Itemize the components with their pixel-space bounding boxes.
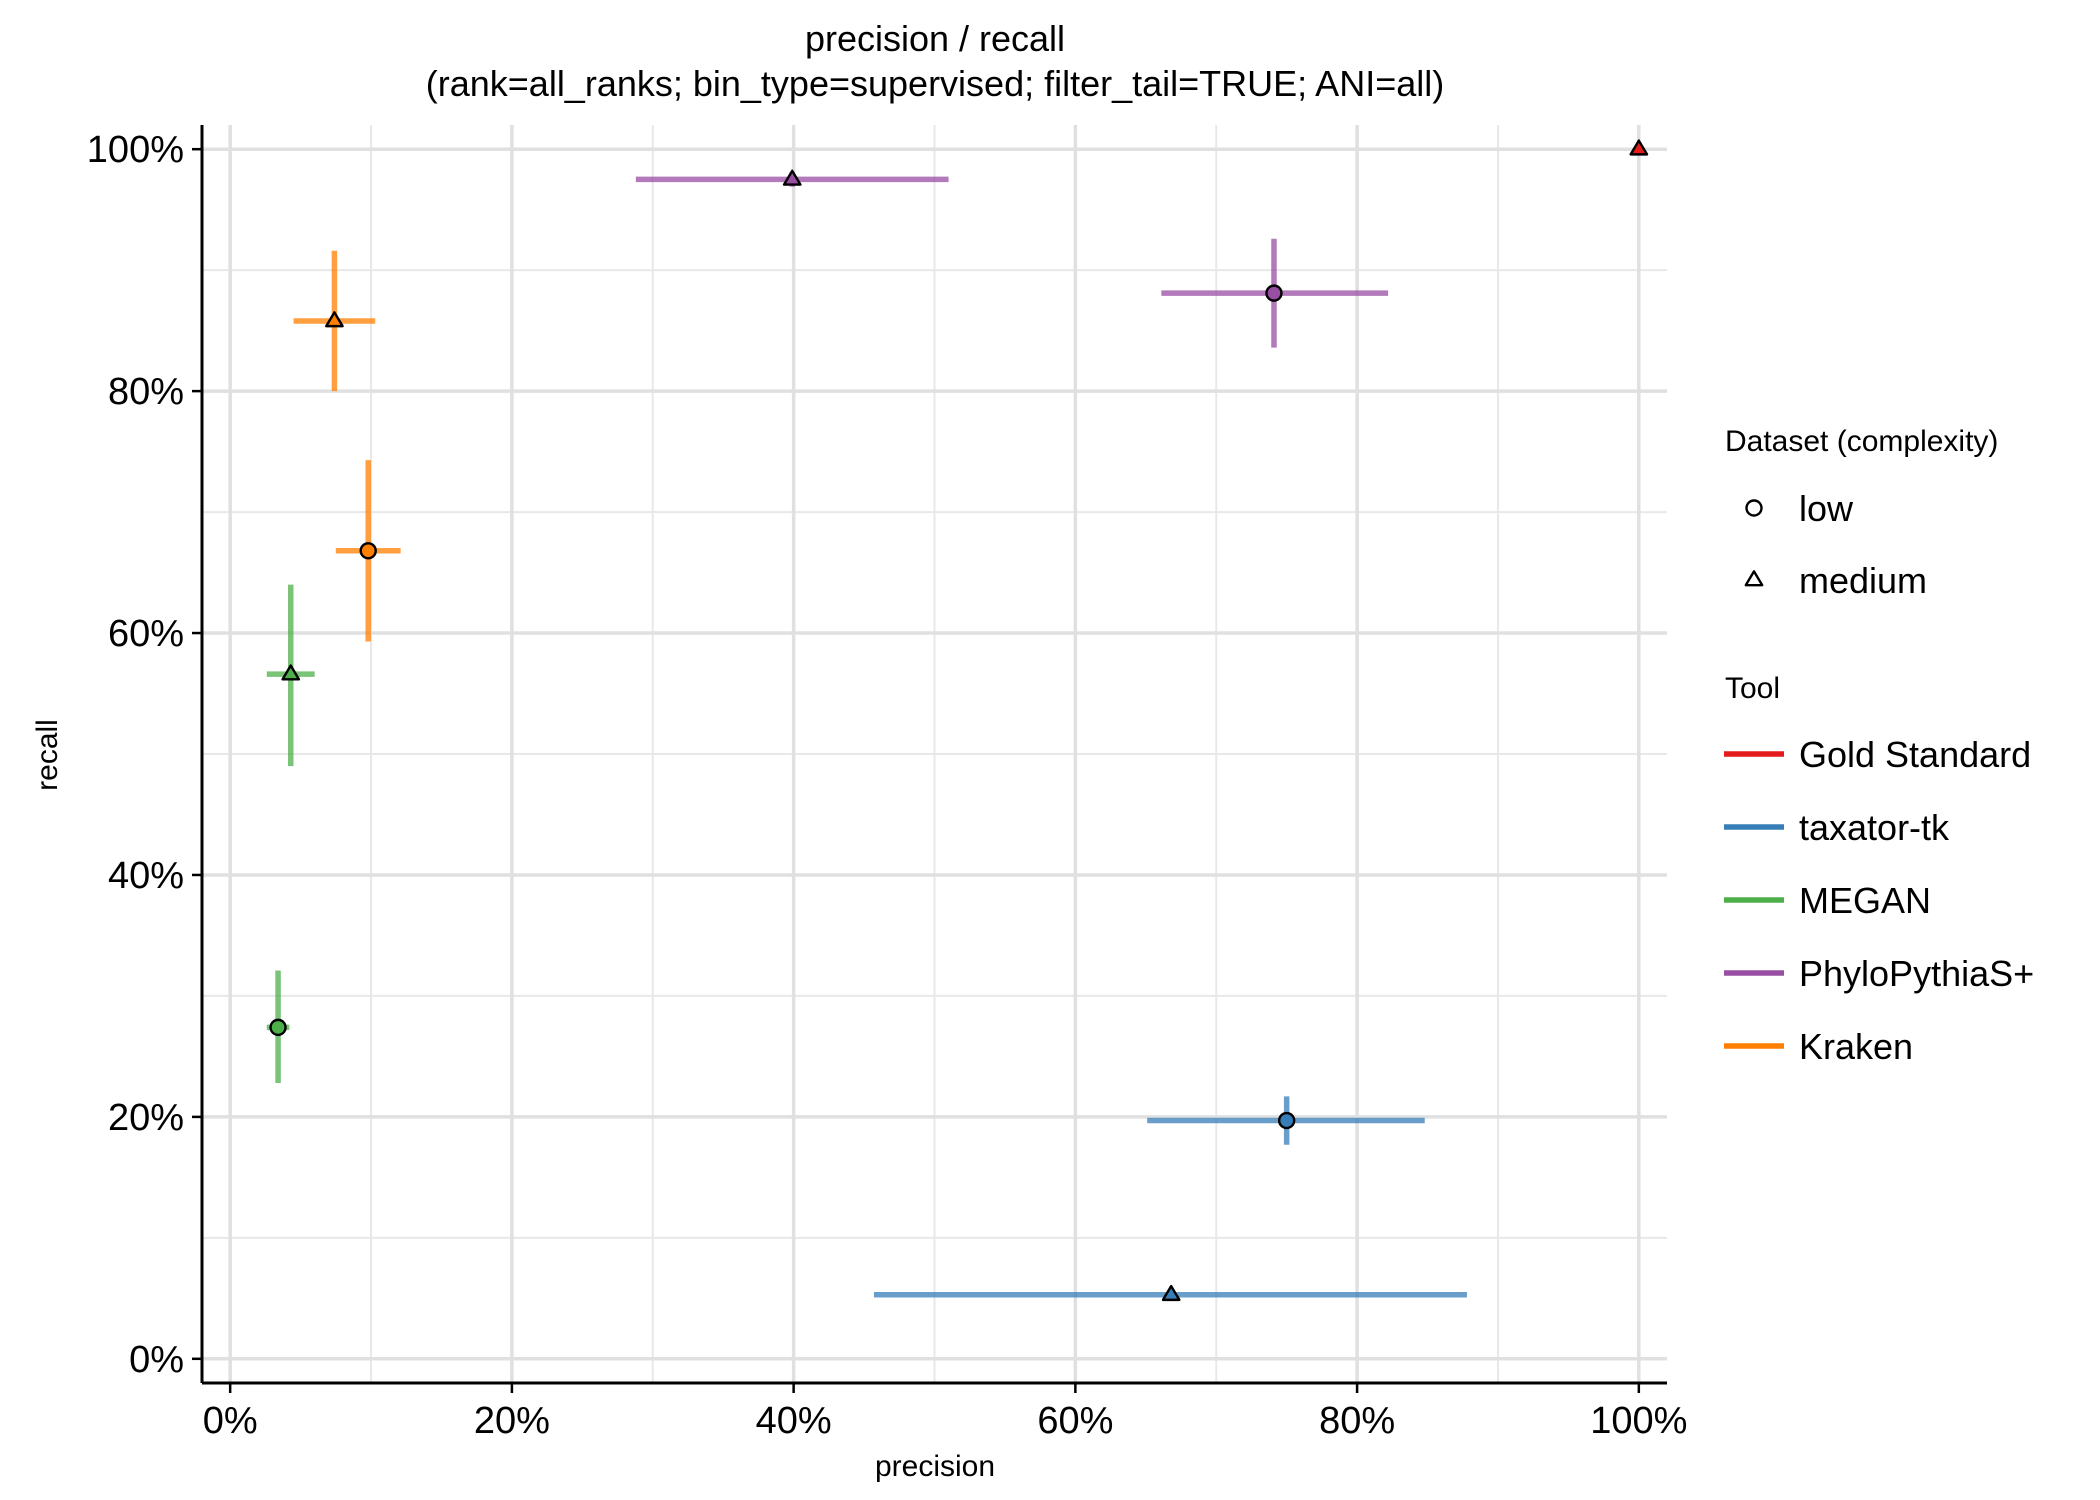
legend-key-medium <box>1744 570 1764 587</box>
data-point-medium <box>281 664 301 681</box>
data-point-low <box>1265 284 1283 302</box>
data-point-medium <box>1161 1284 1181 1302</box>
chart-title: precision / recall <box>805 18 1065 59</box>
y-tick-label: 100% <box>87 129 184 171</box>
data-point-medium <box>325 311 344 328</box>
chart-subtitle: (rank=all_ranks; bin_type=supervised; fi… <box>426 63 1444 104</box>
data-point-medium <box>1629 139 1649 156</box>
shape-legend-title: Dataset (complexity) <box>1725 425 1998 458</box>
series-taxator-tk <box>873 1096 1467 1302</box>
x-axis-title: precision <box>875 1450 995 1483</box>
legend-label-megan: MEGAN <box>1799 880 1931 921</box>
data-point-low <box>1277 1111 1296 1130</box>
legend-label-low: low <box>1799 488 1854 529</box>
series-kraken <box>293 250 401 642</box>
x-tick-label: 20% <box>474 1400 550 1442</box>
x-tick-label: 0% <box>203 1400 258 1442</box>
legend-label-phylopythias: PhyloPythiaS+ <box>1799 953 2034 994</box>
series-megan <box>266 584 315 1084</box>
x-tick-label: 40% <box>756 1400 832 1442</box>
shape-legend-items: low medium <box>1744 488 1927 601</box>
series-gold-standard <box>1629 139 1649 156</box>
legend: Dataset (complexity) low medium Tool Gold… <box>1724 425 2034 1067</box>
color-legend-items: Gold Standard taxator-tk MEGAN PhyloPythiaS… <box>1724 734 2034 1067</box>
y-axis-title: recall <box>31 719 64 791</box>
legend-label-medium: medium <box>1799 560 1927 601</box>
data-point-low <box>269 1018 287 1037</box>
legend-label-taxator-tk: taxator-tk <box>1799 807 1950 848</box>
x-tick-label: 60% <box>1037 1400 1113 1442</box>
y-tick-label: 40% <box>108 855 184 897</box>
y-tick-label: 60% <box>108 613 184 655</box>
color-legend-title: Tool <box>1725 672 1780 705</box>
axes: 0% 20% 40% 60% 80% 100% 0% 20% 40% 60% 80% 100% <box>87 125 1687 1442</box>
data-point-low <box>359 542 377 560</box>
legend-label-gold-standard: Gold Standard <box>1799 734 2031 775</box>
data-point-medium <box>782 169 802 186</box>
series-phylopythias <box>635 169 1389 348</box>
y-tick-label: 80% <box>108 371 184 413</box>
x-tick-label: 100% <box>1590 1400 1687 1442</box>
y-tick-label: 20% <box>108 1097 184 1139</box>
legend-key-low <box>1745 499 1763 517</box>
grid <box>202 125 1667 1383</box>
legend-label-kraken: Kraken <box>1799 1026 1913 1067</box>
x-tick-label: 80% <box>1319 1400 1395 1442</box>
data-series <box>266 139 1649 1302</box>
plot-panel: 0% 20% 40% 60% 80% 100% 0% 20% 40% 60% 80% 100% <box>87 125 1687 1442</box>
y-tick-label: 0% <box>129 1339 184 1381</box>
